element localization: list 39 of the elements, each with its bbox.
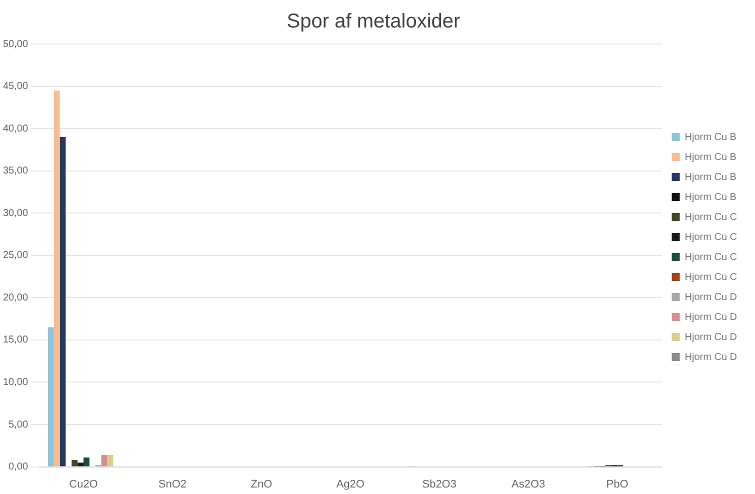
chart-title: Spor af metaloxider — [286, 10, 461, 33]
y-tick-label: 20,00 — [2, 292, 28, 304]
bar — [101, 454, 108, 466]
legend-label: Hjorm Cu C — [684, 212, 738, 223]
legend-label: Hjorm Cu B — [684, 192, 737, 203]
y-tick-label: 5,00 — [8, 419, 28, 430]
y-tick-label: 15,00 — [2, 334, 28, 346]
bar — [78, 462, 84, 466]
legend-label: Hjorm Cu D — [684, 332, 738, 343]
legend-label: Hjorm Cu B — [684, 152, 737, 163]
y-tick-label: 10,00 — [2, 376, 28, 388]
bar — [48, 327, 54, 466]
x-tick-label: Cu2O — [69, 478, 98, 490]
y-tick-label: 0,00 — [8, 462, 28, 473]
x-tick-label: ZnO — [250, 478, 273, 490]
x-tick-label: As2O3 — [512, 478, 546, 490]
legend-label: Hjorm Cu B — [684, 132, 737, 143]
bar — [54, 90, 60, 466]
y-tick-label: 40,00 — [2, 123, 28, 134]
legend-label: Hjorm Cu C — [684, 252, 738, 263]
legend-label: Hjorm Cu C — [684, 272, 738, 283]
y-tick-label: 25,00 — [2, 250, 28, 262]
legend-label: Hjorm Cu D — [684, 312, 738, 323]
y-tick-label: 50,00 — [2, 38, 28, 50]
legend-label: Hjorm Cu D — [684, 292, 738, 303]
legend-label: Hjorm Cu B — [684, 172, 737, 183]
x-tick-label: Ag2O — [336, 478, 365, 490]
x-tick-label: Sb2O3 — [422, 478, 456, 490]
bar — [84, 458, 90, 466]
x-tick-label: PbO — [606, 478, 629, 490]
y-tick-label: 30,00 — [2, 208, 28, 219]
y-tick-label: 45,00 — [2, 81, 28, 92]
bar — [72, 460, 78, 466]
legend-label: Hjorm Cu D — [684, 352, 738, 363]
bar — [107, 454, 114, 466]
y-tick-label: 35,00 — [2, 166, 28, 177]
x-tick-label: SnO2 — [158, 478, 187, 490]
legend-label: Hjorm Cu C — [684, 232, 738, 243]
bar — [60, 137, 66, 466]
